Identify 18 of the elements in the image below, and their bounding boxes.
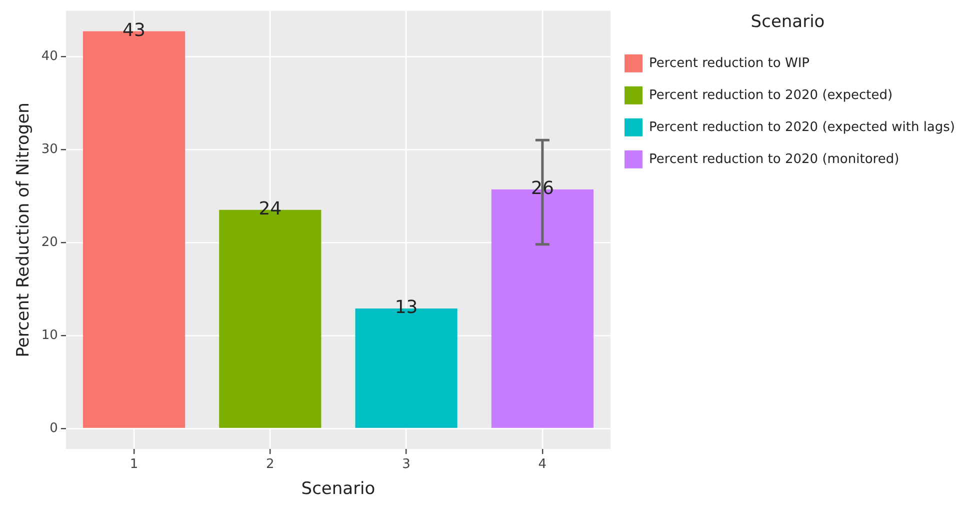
x-tick-label: 3 bbox=[402, 457, 410, 472]
y-tick-label: 30 bbox=[41, 142, 58, 157]
y-tick-label: 40 bbox=[41, 48, 58, 64]
legend-label: Percent reduction to WIP bbox=[649, 56, 810, 71]
legend-label: Percent reduction to 2020 (expected with lags) bbox=[649, 120, 956, 135]
y-tick-label: 0 bbox=[50, 420, 58, 436]
x-tick-label: 1 bbox=[130, 457, 138, 472]
x-axis-title: Scenario bbox=[301, 479, 376, 500]
legend-label: Percent reduction to 2020 (expected) bbox=[649, 88, 893, 103]
data-label: 43 bbox=[122, 20, 146, 41]
legend-label: Percent reduction to 2020 (monitored) bbox=[649, 152, 900, 167]
y-axis-title: Percent Reduction of Nitrogen bbox=[14, 102, 34, 358]
data-label: 13 bbox=[394, 297, 418, 318]
x-tick-label: 4 bbox=[538, 457, 547, 472]
y-tick-label: 20 bbox=[41, 234, 58, 250]
y-tick-label: 10 bbox=[41, 328, 58, 343]
legend-title: Scenario bbox=[750, 12, 825, 32]
x-tick-label: 2 bbox=[266, 457, 274, 472]
